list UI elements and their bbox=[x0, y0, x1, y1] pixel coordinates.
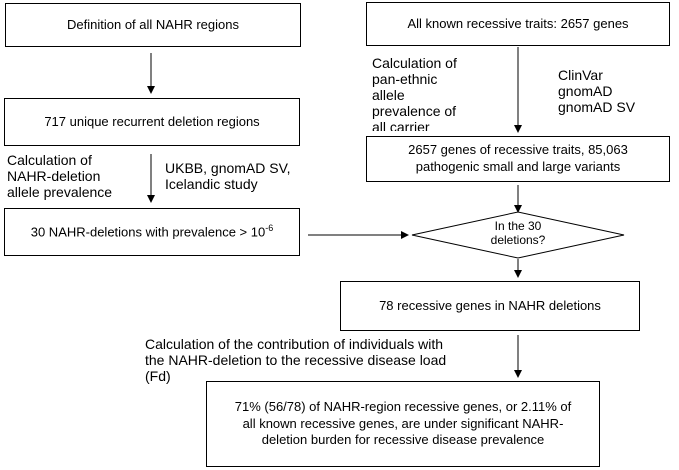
box-nahr-definition-text: Definition of all NAHR regions bbox=[67, 16, 239, 32]
label-databases: ClinVar gnomAD gnomAD SV bbox=[558, 67, 635, 115]
label-nahr-prevalence-line1: Calculation of bbox=[7, 152, 92, 168]
box-nahr-deletions-main: 30 NAHR-deletions with prevalence > 10 bbox=[30, 224, 266, 240]
box-unique-regions-text: 717 unique recurrent deletion regions bbox=[44, 113, 260, 129]
box-known-traits: All known recessive traits: 2657 genes bbox=[366, 2, 670, 46]
box-final-result: 71% (56/78) of NAHR-region recessive gen… bbox=[206, 381, 600, 467]
box-final-result-line3: deletion burden for recessive disease pr… bbox=[261, 432, 545, 448]
box-final-result-line1: 71% (56/78) of NAHR-region recessive gen… bbox=[234, 398, 572, 414]
box-nahr-deletions-exponent: -6 bbox=[265, 222, 274, 233]
box-final-result-line2: all known recessive genes, are under sig… bbox=[242, 415, 564, 431]
label-panethnic-line5: all carrier bbox=[372, 119, 430, 131]
box-nahr-definition: Definition of all NAHR regions bbox=[5, 3, 301, 47]
label-data-sources: UKBB, gnomAD SV, Icelandic study bbox=[165, 160, 291, 192]
label-databases-line1: ClinVar bbox=[558, 67, 603, 83]
label-contribution-line3: (Fd) bbox=[145, 368, 171, 385]
box-nahr-deletions-text: 30 NAHR-deletions with prevalence > 10-6 bbox=[31, 223, 274, 241]
decision-text-line2: deletions? bbox=[490, 233, 546, 248]
decision-text: In the 30 deletions? bbox=[468, 219, 568, 248]
decision-text-line1: In the 30 bbox=[494, 219, 542, 233]
label-data-sources-line1: UKBB, gnomAD SV, bbox=[165, 160, 291, 176]
label-nahr-prevalence-line3: allele prevalence bbox=[7, 184, 113, 201]
box-genes-variants: 2657 genes of recessive traits, 85,063 p… bbox=[366, 136, 670, 182]
box-known-traits-text: All known recessive traits: 2657 genes bbox=[407, 15, 629, 31]
label-data-sources-line2: Icelandic study bbox=[165, 176, 258, 193]
label-nahr-prevalence: Calculation of NAHR-deletion allele prev… bbox=[7, 152, 112, 200]
label-contribution-line1: Calculation of the contribution of indiv… bbox=[145, 336, 444, 352]
label-panethnic-line4: prevalence of bbox=[372, 103, 457, 120]
box-unique-regions: 717 unique recurrent deletion regions bbox=[4, 98, 300, 146]
box-genes-variants-line2: pathogenic small and large variants bbox=[415, 159, 621, 174]
label-nahr-prevalence-line2: NAHR-deletion bbox=[7, 168, 101, 185]
box-recessive-genes-text: 78 recessive genes in NAHR deletions bbox=[379, 297, 601, 313]
box-recessive-genes: 78 recessive genes in NAHR deletions bbox=[340, 281, 640, 331]
box-genes-variants-line1: 2657 genes of recessive traits, 85,063 bbox=[408, 142, 628, 158]
label-panethnic-line1: Calculation of bbox=[372, 55, 457, 71]
label-panethnic-line2: pan-ethnic bbox=[372, 71, 438, 88]
label-panethnic-line3: allele bbox=[372, 87, 405, 104]
label-contribution-calc: Calculation of the contribution of indiv… bbox=[145, 336, 446, 384]
label-panethnic-calc: Calculation of pan-ethnic allele prevale… bbox=[372, 55, 457, 131]
label-databases-line3: gnomAD SV bbox=[558, 99, 636, 116]
label-contribution-line2: the NAHR-deletion to the recessive disea… bbox=[145, 352, 447, 369]
box-nahr-deletions: 30 NAHR-deletions with prevalence > 10-6 bbox=[4, 208, 300, 256]
label-databases-line2: gnomAD bbox=[558, 83, 613, 100]
